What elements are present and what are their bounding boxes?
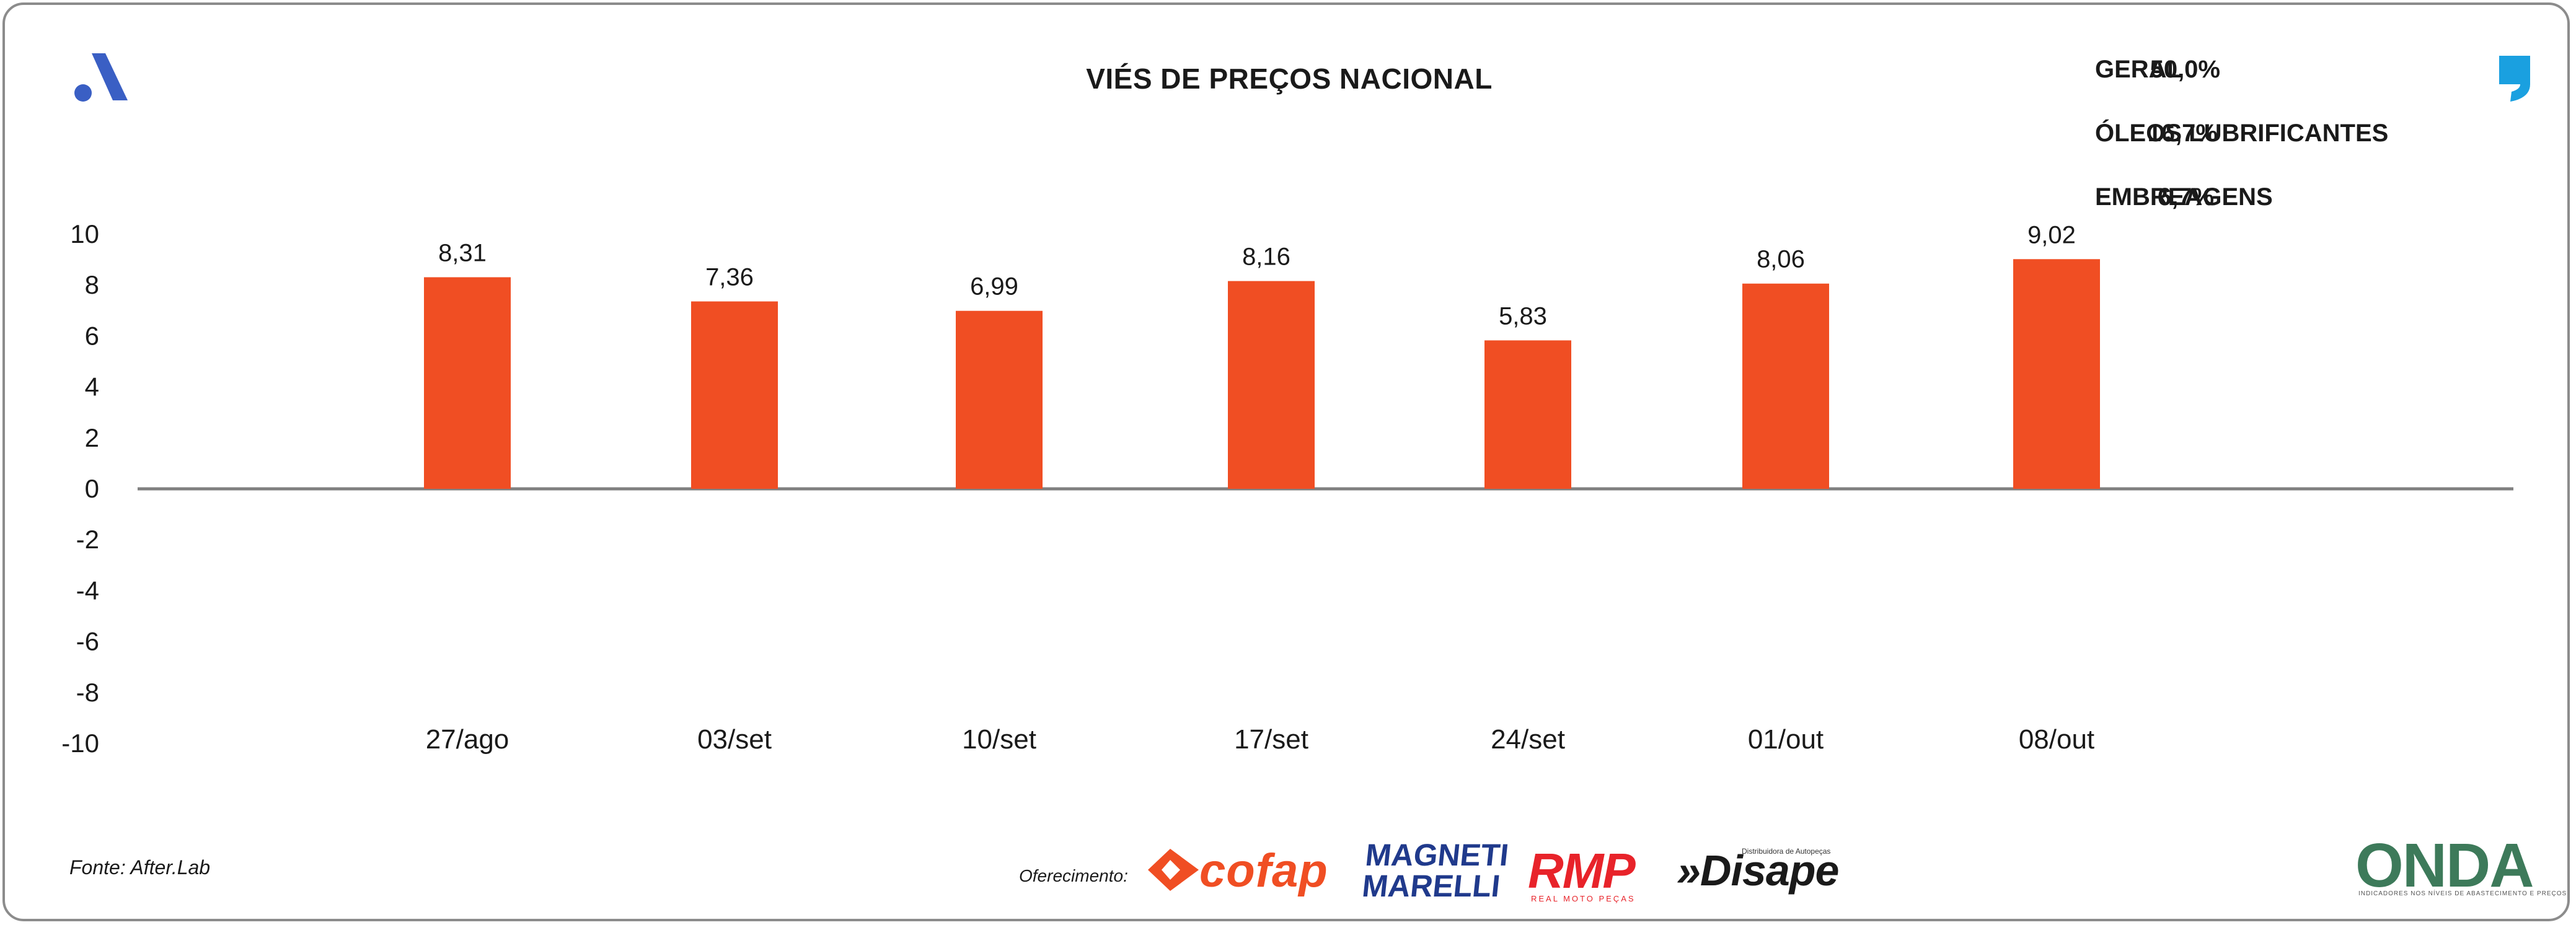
stat-row-embreagens: EMBREAGENS 6,7% — [2095, 183, 2467, 247]
data-label: 6,99 — [970, 273, 1018, 300]
x-tick-label: 08/out — [2019, 724, 2094, 755]
cofap-logo-text: cofap — [1199, 844, 1328, 897]
bar — [1484, 340, 1571, 489]
y-tick-label: -2 — [76, 525, 99, 554]
y-tick-label: -4 — [76, 576, 99, 605]
x-tick-label: 24/set — [1491, 724, 1565, 755]
x-tick-label: 27/ago — [426, 724, 509, 755]
stat-label: GERAL — [2095, 56, 2182, 83]
stats-panel: GERAL 50,0% ÓLEOS LUBRIFICANTES 16,7% EM… — [2095, 56, 2467, 247]
brand-logo-icon — [74, 53, 128, 102]
x-tick-label: 01/out — [1748, 724, 1824, 755]
stat-value: 6,7% — [2157, 183, 2214, 211]
stat-row-oleos: ÓLEOS LUBRIFICANTES 16,7% — [2095, 120, 2467, 183]
bar — [691, 301, 778, 489]
stat-value: 50,0% — [2150, 56, 2220, 83]
data-label: 9,02 — [2027, 221, 2076, 248]
x-tick-label: 03/set — [697, 724, 772, 755]
y-tick-label: -6 — [76, 627, 99, 656]
data-label: 5,83 — [1499, 302, 1547, 330]
bar — [2013, 259, 2100, 489]
rmp-subtitle: REAL MOTO PEÇAS — [1531, 894, 1636, 903]
disape-logo-text: »Disape — [1677, 846, 1839, 895]
y-tick-label: 6 — [85, 321, 99, 350]
bar — [424, 277, 511, 489]
rmp-logo-text: RMP — [1528, 843, 1636, 898]
quote-mark-icon — [2499, 56, 2530, 102]
x-tick-label: 10/set — [962, 724, 1036, 755]
y-tick-label: -8 — [76, 678, 99, 707]
y-tick-label: 0 — [85, 474, 99, 503]
stat-row-geral: GERAL 50,0% — [2095, 56, 2467, 120]
data-label: 8,16 — [1242, 243, 1290, 271]
bar — [1742, 283, 1829, 489]
y-tick-label: -10 — [61, 729, 99, 758]
x-tick-label: 17/set — [1234, 724, 1308, 755]
stat-value: 16,7% — [2147, 120, 2218, 147]
stat-label: EMBREAGENS — [2095, 183, 2273, 211]
y-tick-label: 10 — [70, 219, 99, 248]
magneti-text: MAGNETI — [1364, 838, 1511, 872]
data-label: 7,36 — [705, 264, 754, 291]
y-tick-label: 4 — [85, 372, 99, 401]
y-tick-label: 2 — [85, 423, 99, 452]
marelli-text: MARELLI — [1360, 869, 1502, 903]
data-label: 8,31 — [438, 239, 487, 266]
stat-label: ÓLEOS LUBRIFICANTES — [2095, 120, 2389, 147]
sponsor-label: Oferecimento: — [1019, 866, 1128, 885]
disape-subtitle: Distribuidora de Autopeças — [1742, 847, 1831, 856]
cofap-logo-icon — [1148, 849, 1199, 891]
chart-title: VIÉS DE PREÇOS NACIONAL — [1086, 63, 1493, 95]
onda-subtitle: INDICADORES NOS NÍVEIS DE ABASTECIMENTO … — [2358, 890, 2567, 897]
bar — [1228, 281, 1315, 489]
source-note: Fonte: After.Lab — [69, 856, 211, 879]
data-label: 8,06 — [1757, 246, 1805, 273]
onda-logo-text: ONDA — [2355, 831, 2534, 900]
bar — [956, 310, 1043, 489]
magneti-marelli-logo: MAGNETI MARELLI — [1360, 838, 1511, 908]
y-tick-label: 8 — [85, 270, 99, 299]
